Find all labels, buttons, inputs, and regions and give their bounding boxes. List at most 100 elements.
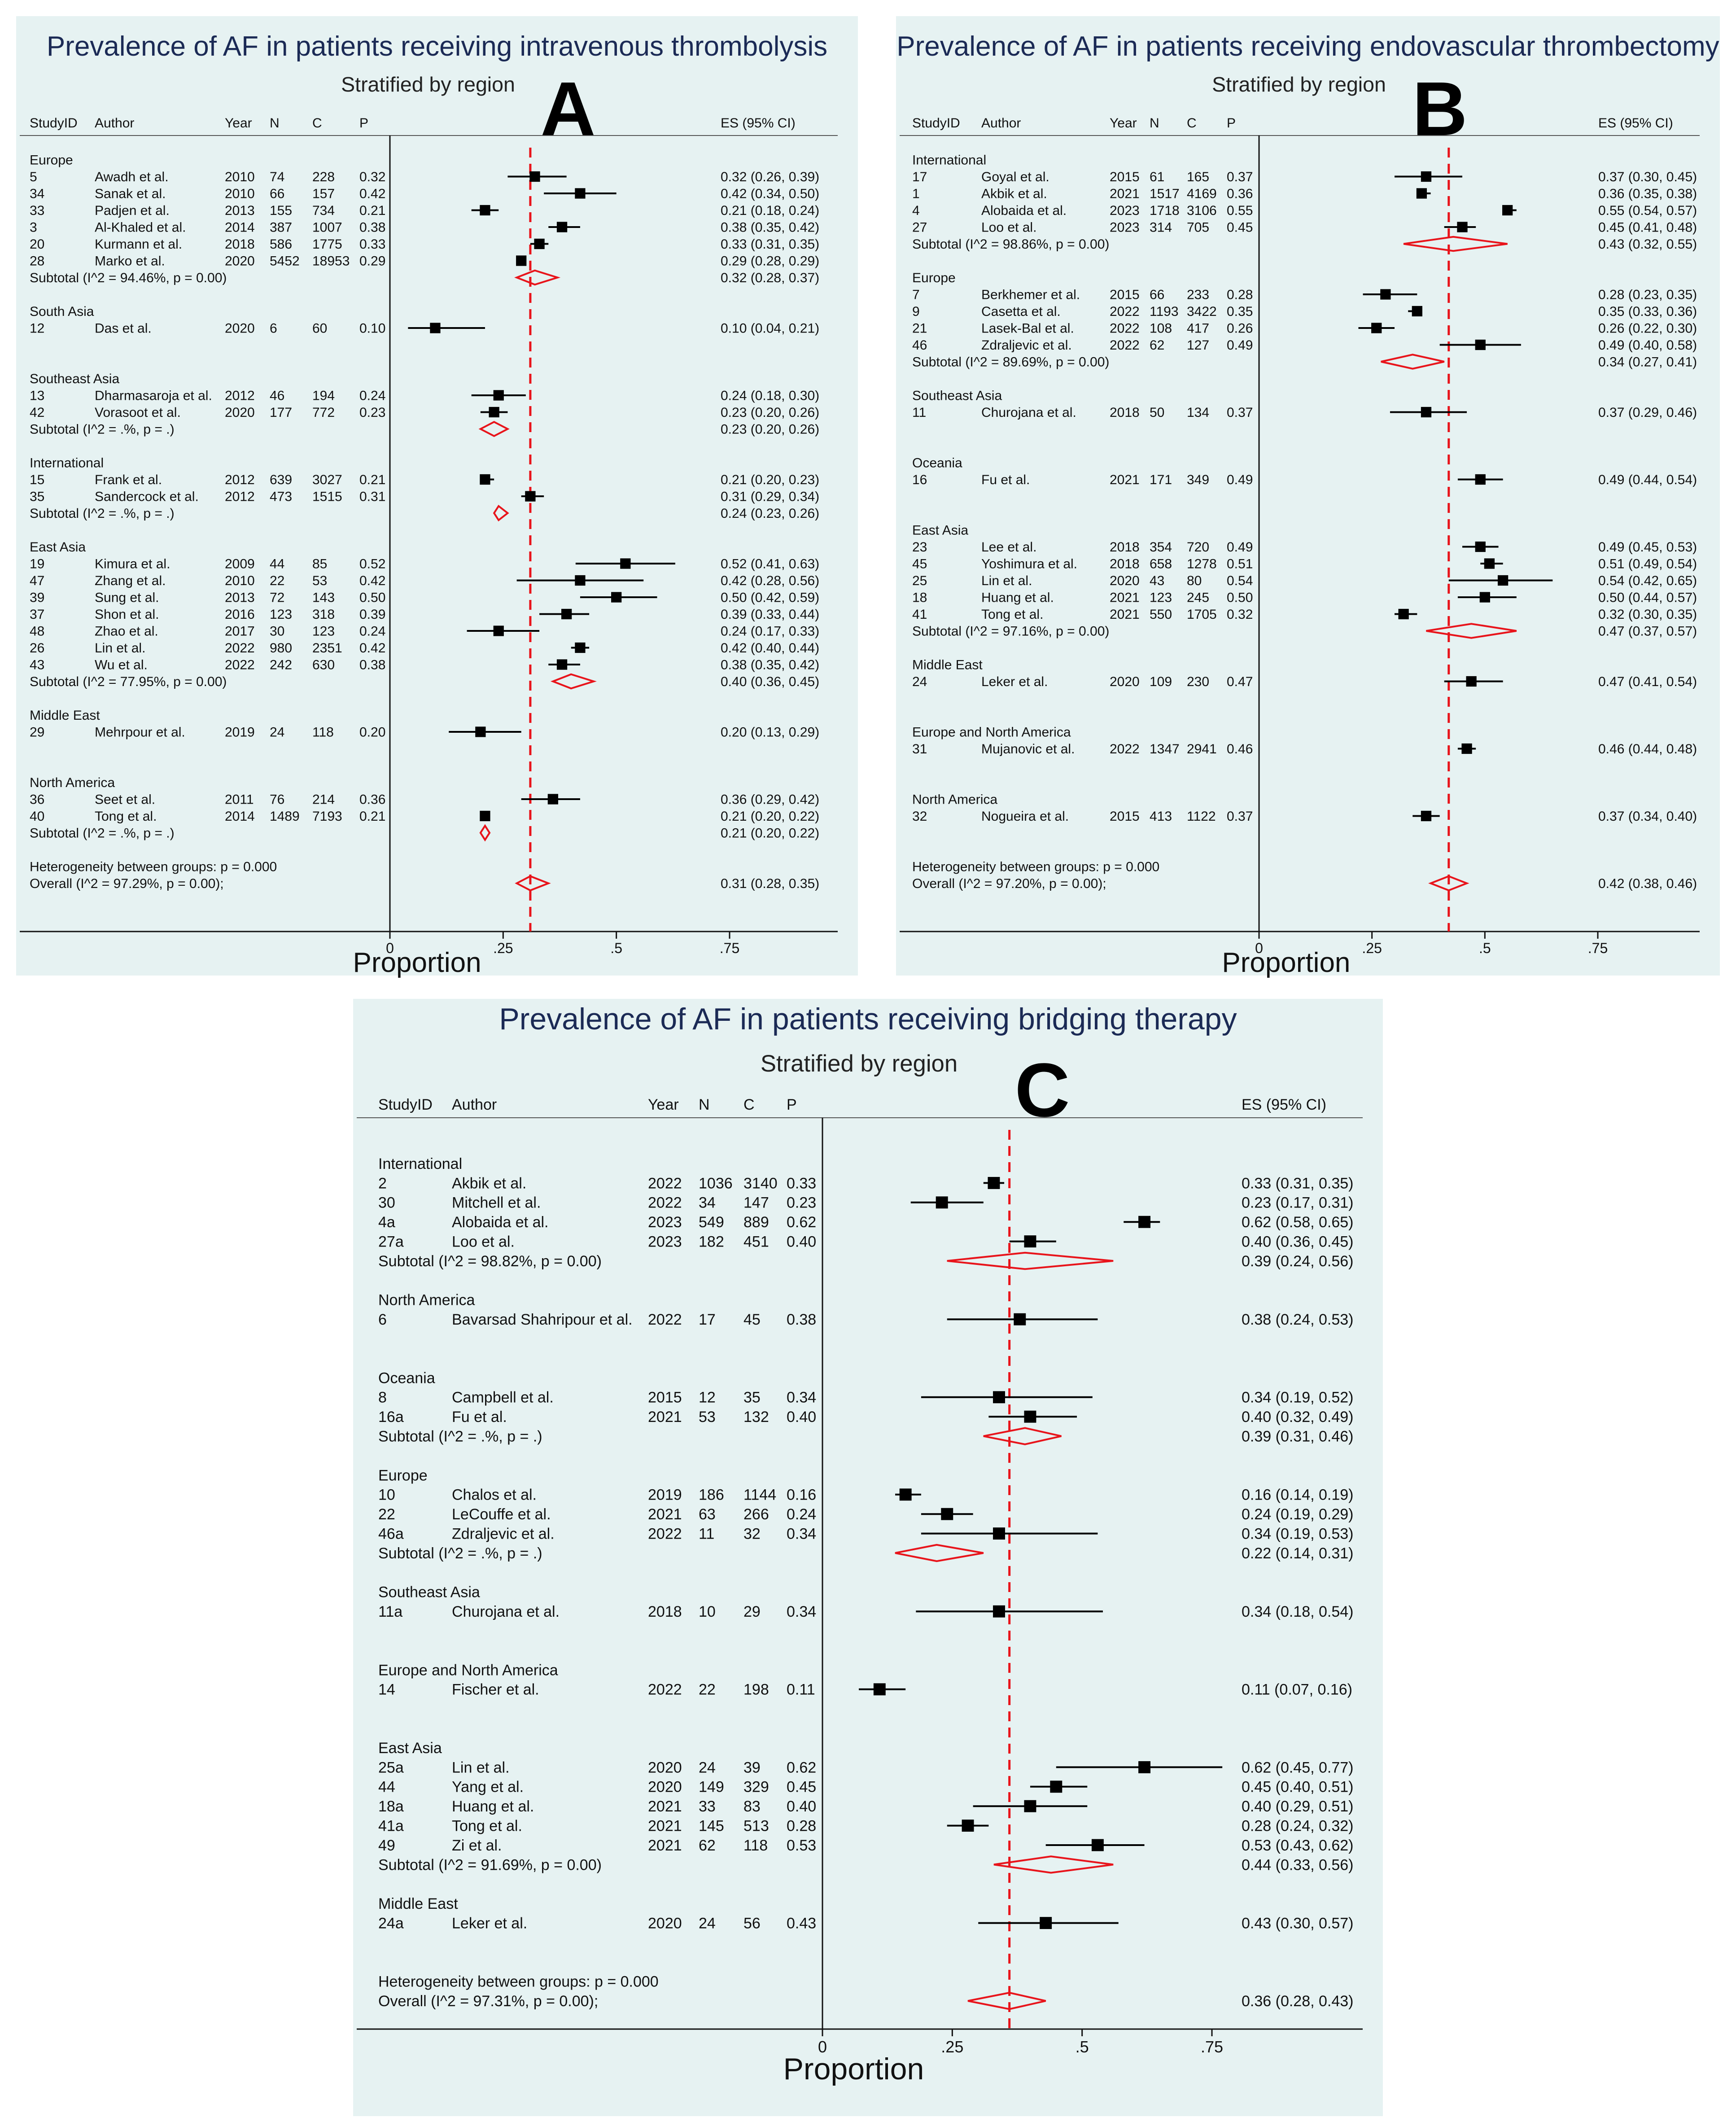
study-id: 36	[30, 792, 44, 807]
overall-diamond	[1428, 875, 1469, 892]
study-n: 61	[1150, 170, 1164, 184]
group-label: International	[378, 1155, 462, 1172]
subtotal-label: Subtotal (I^2 = 98.86%, p = 0.00)	[912, 237, 1109, 252]
study-es-ci: 0.10 (0.04, 0.21)	[721, 321, 819, 336]
subtotal-diamond	[1381, 354, 1445, 370]
study-id: 5	[30, 170, 37, 184]
study-p: 0.49	[1227, 472, 1253, 487]
column-header-p: P	[1227, 116, 1236, 131]
study-year: 2017	[225, 624, 255, 639]
study-author: Das et al.	[95, 321, 152, 336]
study-p: 0.37	[1227, 170, 1253, 184]
point-estimate-marker	[1091, 1839, 1104, 1851]
subtotal-diamond	[493, 504, 509, 522]
subtotal-es-ci: 0.23 (0.20, 0.26)	[721, 422, 819, 437]
study-author: Alobaida et al.	[981, 203, 1067, 218]
study-year: 2020	[648, 1779, 682, 1796]
study-es-ci: 0.55 (0.54, 0.57)	[1598, 203, 1697, 218]
study-c: 705	[1187, 220, 1209, 235]
study-id: 26	[30, 641, 44, 656]
point-estimate-marker	[1502, 205, 1513, 216]
study-author: Zdraljevic et al.	[981, 338, 1072, 353]
study-n: 22	[699, 1681, 716, 1698]
study-p: 0.31	[359, 490, 385, 504]
study-c: 35	[743, 1389, 761, 1406]
study-es-ci: 0.40 (0.36, 0.45)	[1242, 1234, 1354, 1251]
subtotal-diamond	[947, 1251, 1114, 1270]
subtotal-label: Subtotal (I^2 = 89.69%, p = 0.00)	[912, 355, 1109, 370]
study-n: 24	[699, 1759, 716, 1776]
subtotal-es-ci: 0.43 (0.32, 0.55)	[1598, 237, 1697, 252]
subtotal-diamond	[1426, 623, 1517, 639]
study-c: 83	[743, 1798, 761, 1815]
study-year: 2015	[1110, 288, 1140, 302]
study-author: Al-Khaled et al.	[95, 220, 186, 235]
study-p: 0.40	[787, 1234, 816, 1251]
study-c: 157	[312, 187, 335, 201]
study-year: 2021	[1110, 472, 1140, 487]
study-c: 127	[1187, 338, 1209, 353]
study-id: 12	[30, 321, 44, 336]
study-n: 6	[270, 321, 277, 336]
study-year: 2019	[648, 1487, 682, 1504]
study-c: 3106	[1187, 203, 1217, 218]
subtotal-label: Subtotal (I^2 = 94.46%, p = 0.00)	[30, 271, 227, 285]
study-c: 329	[743, 1779, 769, 1796]
study-id: 33	[30, 203, 44, 218]
point-estimate-marker	[475, 726, 486, 737]
study-c: 3140	[743, 1175, 778, 1192]
study-n: 62	[699, 1837, 716, 1854]
x-tick-label: .5	[1479, 940, 1491, 956]
subtotal-diamond	[479, 824, 491, 842]
study-id: 47	[30, 573, 44, 588]
study-n: 62	[1150, 338, 1164, 353]
study-id: 4	[912, 203, 920, 218]
study-c: 118	[312, 725, 334, 740]
study-es-ci: 0.32 (0.26, 0.39)	[721, 170, 819, 184]
study-n: 34	[699, 1194, 716, 1212]
study-year: 2009	[225, 557, 255, 572]
study-n: 1489	[270, 809, 300, 824]
point-estimate-marker	[1412, 306, 1422, 317]
study-year: 2022	[1110, 321, 1140, 336]
study-n: 76	[270, 792, 284, 807]
study-p: 0.10	[359, 321, 385, 336]
study-n: 44	[270, 557, 284, 572]
subtotal-label: Subtotal (I^2 = 77.95%, p = 0.00)	[30, 674, 227, 689]
column-header-study: StudyID	[30, 116, 78, 131]
overall-label: Overall (I^2 = 97.29%, p = 0.00);	[30, 876, 224, 891]
study-id: 34	[30, 187, 44, 201]
study-author: Campbell et al.	[452, 1389, 554, 1406]
point-estimate-marker	[493, 626, 504, 636]
study-n: 11	[699, 1526, 714, 1543]
study-id: 27a	[378, 1234, 404, 1251]
point-estimate-marker	[516, 255, 527, 266]
study-year: 2023	[648, 1234, 682, 1251]
subtotal-label: Subtotal (I^2 = .%, p = .)	[378, 1428, 542, 1445]
study-author: Leker et al.	[981, 674, 1048, 689]
study-p: 0.50	[359, 591, 385, 605]
study-author: Churojana et al.	[452, 1603, 560, 1620]
study-n: 149	[699, 1779, 724, 1796]
study-es-ci: 0.37 (0.30, 0.45)	[1598, 170, 1697, 184]
study-year: 2016	[225, 607, 255, 622]
study-es-ci: 0.34 (0.19, 0.53)	[1242, 1526, 1354, 1543]
panel-letter: B	[1412, 66, 1468, 152]
point-estimate-marker	[556, 222, 568, 232]
study-p: 0.28	[787, 1818, 816, 1835]
study-id: 4a	[378, 1214, 395, 1231]
study-year: 2020	[648, 1759, 682, 1776]
study-p: 0.62	[787, 1759, 816, 1776]
study-author: Fu et al.	[452, 1409, 507, 1426]
overall-label: Overall (I^2 = 97.31%, p = 0.00);	[378, 1993, 598, 2010]
study-c: 1705	[1187, 607, 1217, 622]
study-c: 32	[743, 1526, 761, 1543]
study-p: 0.26	[1227, 321, 1253, 336]
forest-panel-b: Prevalence of AF in patients receiving e…	[896, 16, 1720, 978]
point-estimate-marker	[1421, 407, 1432, 418]
group-label: Europe and North America	[912, 725, 1071, 740]
study-id: 32	[912, 809, 927, 824]
study-id: 11a	[378, 1603, 402, 1620]
study-p: 0.43	[787, 1915, 816, 1932]
study-es-ci: 0.38 (0.35, 0.42)	[721, 658, 819, 673]
